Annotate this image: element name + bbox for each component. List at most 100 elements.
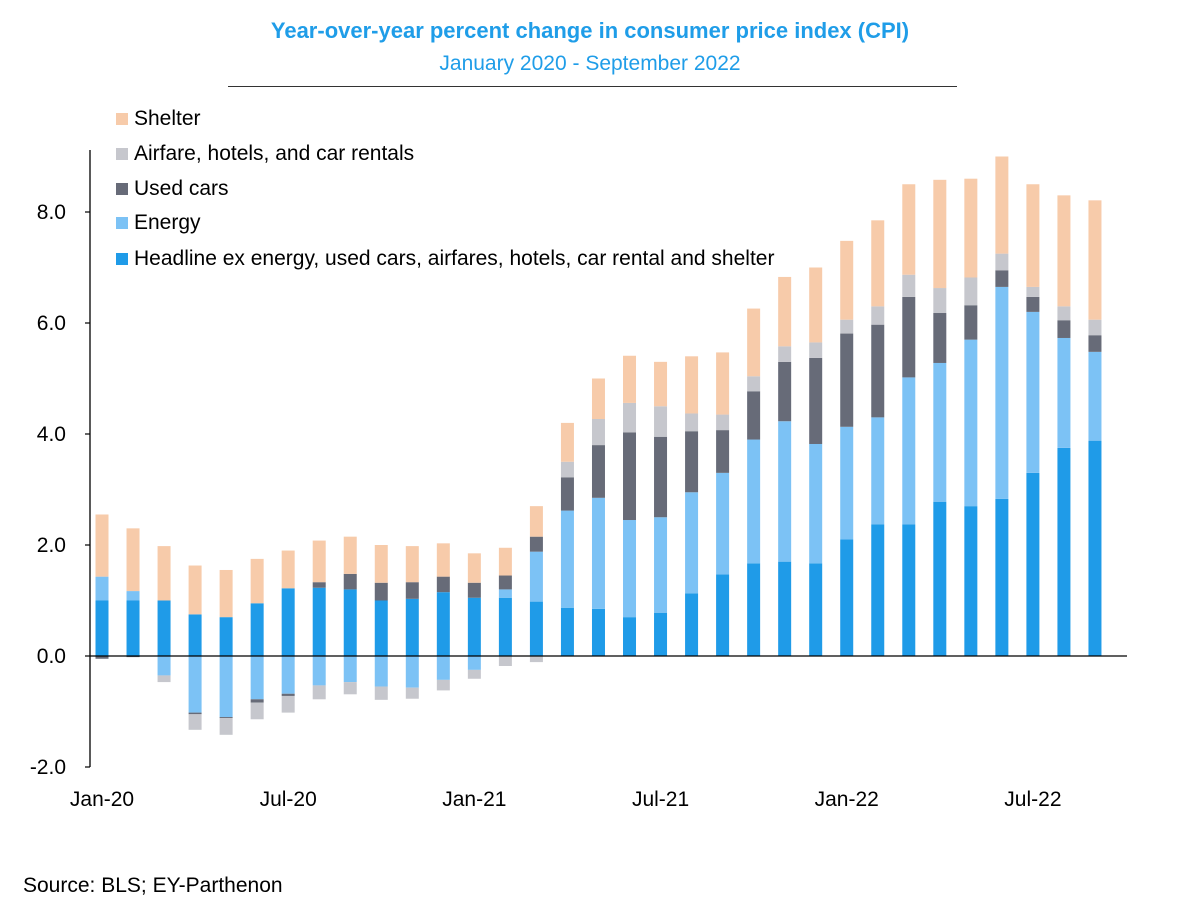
bar-segment-May-20-series-0 <box>219 617 233 656</box>
bar-segment-Jun-20-series-1 <box>250 656 264 700</box>
bar-segment-Oct-20-series-0 <box>374 600 388 656</box>
bar-segment-Jun-20-series-2 <box>250 699 264 703</box>
bar-segment-Apr-20-series-3 <box>188 714 202 730</box>
bar-segment-Oct-21-series-2 <box>747 391 761 440</box>
bar-segment-Jan-21-series-0 <box>467 597 481 656</box>
bar-segment-Jan-20-series-0 <box>95 600 109 656</box>
bar-segment-Nov-20-series-0 <box>405 598 419 656</box>
bar-segment-Jan-21-series-4 <box>467 553 481 583</box>
legend-item: Used cars <box>116 177 229 201</box>
bar-segment-Feb-22-series-2 <box>871 324 885 418</box>
bar-segment-Feb-22-series-3 <box>871 306 885 325</box>
bar-segment-Jun-21-series-1 <box>623 520 637 618</box>
bar-segment-Aug-20-series-3 <box>312 685 326 700</box>
bar-segment-Feb-21-series-3 <box>498 656 512 666</box>
bar-segment-Nov-20-series-2 <box>405 582 419 599</box>
bar-segment-May-22-series-3 <box>964 277 978 306</box>
bar-segment-Jul-22-series-3 <box>1026 286 1040 297</box>
bar-segment-Jun-22-series-0 <box>995 498 1009 656</box>
bar-segment-Mar-21-series-3 <box>529 656 543 663</box>
bar-segment-Feb-21-series-0 <box>498 597 512 656</box>
legend-item: Energy <box>116 211 201 235</box>
bar-segment-May-22-series-4 <box>964 178 978 278</box>
bar-segment-Apr-20-series-4 <box>188 565 202 615</box>
bar-segment-Sep-20-series-4 <box>343 536 357 574</box>
bar-segment-Jun-22-series-2 <box>995 270 1009 287</box>
bar-segment-Jun-20-series-0 <box>250 603 264 656</box>
bar-segment-May-20-series-1 <box>219 656 233 718</box>
bar-segment-Sep-21-series-3 <box>716 414 730 431</box>
bar-segment-Aug-22-series-1 <box>1057 337 1071 448</box>
bar-segment-May-21-series-3 <box>591 419 605 446</box>
bar-segment-Nov-21-series-0 <box>778 561 792 656</box>
bar-segment-Apr-21-series-1 <box>560 510 574 608</box>
bar-segment-May-20-series-2 <box>219 717 233 719</box>
bar-segment-Mar-20-series-4 <box>157 546 171 601</box>
bar-segment-Jun-22-series-1 <box>995 286 1009 499</box>
bar-segment-Mar-20-series-0 <box>157 600 171 656</box>
bar-segment-Sep-21-series-1 <box>716 472 730 575</box>
bar-segment-Jun-22-series-4 <box>995 156 1009 254</box>
bar-segment-Nov-21-series-3 <box>778 346 792 362</box>
bar-segment-Oct-21-series-3 <box>747 376 761 392</box>
bar-segment-Feb-21-series-2 <box>498 575 512 590</box>
bar-segment-Feb-21-series-1 <box>498 589 512 598</box>
source-note: Source: BLS; EY-Parthenon <box>23 874 283 897</box>
bar-segment-Oct-20-series-2 <box>374 582 388 601</box>
bar-segment-Jul-20-series-4 <box>281 550 295 589</box>
bar-segment-Dec-20-series-1 <box>436 656 450 680</box>
legend-item: Shelter <box>116 107 201 131</box>
y-tick-label: 2.0 <box>37 534 66 557</box>
bar-segment-Apr-22-series-2 <box>933 313 947 363</box>
bar-segment-Apr-22-series-3 <box>933 288 947 314</box>
legend-label: Energy <box>134 211 201 234</box>
bar-segment-Sep-22-series-2 <box>1088 335 1102 352</box>
y-tick-label: 0.0 <box>37 645 66 668</box>
bar-segment-Apr-21-series-3 <box>560 461 574 478</box>
legend-label: Used cars <box>134 177 229 200</box>
x-tick-label: Jan-20 <box>70 788 134 811</box>
bar-segment-Jun-21-series-3 <box>623 402 637 433</box>
bar-segment-Oct-21-series-1 <box>747 439 761 564</box>
bar-segment-Nov-21-series-4 <box>778 276 792 347</box>
bar-segment-May-20-series-3 <box>219 718 233 735</box>
bar-segment-May-21-series-0 <box>591 608 605 656</box>
bar-segment-Mar-21-series-0 <box>529 601 543 656</box>
x-tick-label: Jul-22 <box>1004 788 1061 811</box>
bar-segment-Mar-22-series-3 <box>902 274 916 297</box>
bar-segment-Sep-20-series-2 <box>343 573 357 590</box>
bar-segment-Jan-22-series-0 <box>840 539 854 656</box>
bar-segment-Aug-20-series-4 <box>312 540 326 583</box>
bar-segment-Jun-20-series-3 <box>250 702 264 720</box>
bar-segment-Dec-20-series-3 <box>436 679 450 691</box>
bar-segment-Apr-21-series-4 <box>560 422 574 462</box>
bar-segment-Mar-20-series-1 <box>157 656 171 676</box>
bar-segment-Mar-21-series-2 <box>529 536 543 552</box>
bar-segment-Sep-20-series-3 <box>343 682 357 695</box>
bar-segment-Apr-21-series-0 <box>560 607 574 656</box>
legend-swatch <box>116 253 128 265</box>
x-tick-label: Jan-22 <box>815 788 879 811</box>
legend-label: Airfare, hotels, and car rentals <box>134 142 415 165</box>
title-underline <box>228 86 957 87</box>
legend-label: Headline ex energy, used cars, airfares,… <box>134 247 775 270</box>
bar-segment-Aug-21-series-3 <box>685 413 699 432</box>
bar-segment-Oct-20-series-1 <box>374 656 388 687</box>
bar-segment-Aug-21-series-0 <box>685 593 699 656</box>
bar-segment-Dec-20-series-4 <box>436 543 450 577</box>
legend-swatch <box>116 148 128 160</box>
bar-segment-May-20-series-4 <box>219 569 233 618</box>
bar-segment-Dec-21-series-2 <box>809 357 823 444</box>
bar-segment-Aug-20-series-2 <box>312 582 326 588</box>
bar-segment-Nov-20-series-3 <box>405 687 419 699</box>
legend-swatch <box>116 113 128 125</box>
bar-segment-Sep-22-series-4 <box>1088 200 1102 320</box>
bar-segment-Sep-22-series-3 <box>1088 319 1102 336</box>
bar-segment-Jul-21-series-4 <box>654 361 668 407</box>
x-tick-label: Jul-20 <box>260 788 317 811</box>
bar-segment-Aug-22-series-4 <box>1057 195 1071 307</box>
chart-title: Year-over-year percent change in consume… <box>270 18 910 43</box>
bar-segment-Jan-20-series-2 <box>95 656 109 659</box>
bar-segment-Dec-20-series-0 <box>436 592 450 656</box>
